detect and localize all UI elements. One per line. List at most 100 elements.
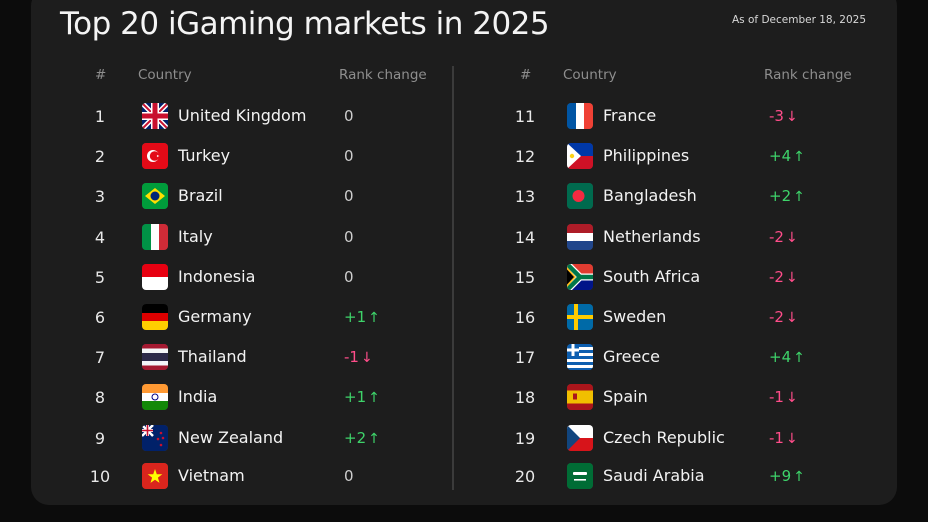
- country-name: New Zealand: [178, 427, 284, 447]
- rank-change: +1 ↑: [344, 388, 380, 406]
- header-change-left: Rank change: [339, 67, 427, 83]
- country-name: Philippines: [603, 146, 690, 166]
- header-rank-left: #: [95, 67, 107, 83]
- rank-change-value: +4: [769, 348, 792, 367]
- column-divider: [452, 66, 454, 490]
- flag-vn-icon: [142, 462, 168, 489]
- country-name: Indonesia: [178, 266, 256, 286]
- country-name: Brazil: [178, 186, 223, 206]
- rank-change: -2 ↓: [769, 268, 798, 286]
- rank-change-value: -2: [769, 227, 784, 246]
- rank-number: 15: [514, 267, 536, 287]
- country-name: Vietnam: [178, 465, 245, 485]
- rank-change-value: 0: [344, 466, 354, 485]
- rank-number: 12: [514, 147, 536, 167]
- arrow-up-icon: ↑: [368, 310, 380, 326]
- country-name: Bangladesh: [603, 186, 697, 206]
- flag-bd-icon: [567, 183, 593, 210]
- flag-br-icon: [142, 183, 168, 210]
- rank-number: 8: [94, 388, 106, 408]
- flag-es-icon: [567, 384, 593, 411]
- rank-number: 6: [94, 308, 106, 327]
- rank-number: 18: [514, 388, 536, 408]
- flag-gb-icon: [142, 103, 168, 129]
- rank-number: 17: [514, 348, 536, 368]
- arrow-up-icon: ↑: [368, 430, 380, 447]
- country-name: Italy: [178, 226, 213, 246]
- rank-change: -1 ↓: [769, 388, 798, 406]
- flag-tr-icon: [142, 143, 168, 170]
- rank-change: -3 ↓: [769, 107, 798, 125]
- rank-change: +1 ↑: [344, 308, 380, 326]
- rank-change: 0: [344, 187, 354, 205]
- flag-in-icon: [142, 384, 168, 411]
- rank-change: 0: [344, 107, 354, 125]
- country-name: Thailand: [178, 347, 247, 367]
- rank-change: 0: [344, 467, 354, 485]
- rank-number: 5: [94, 267, 106, 287]
- flag-cz-icon: [567, 424, 593, 451]
- flag-se-icon: [567, 304, 593, 330]
- rank-number: 10: [89, 466, 111, 486]
- flag-th-icon: [142, 344, 168, 371]
- flag-sa-icon: [567, 462, 593, 489]
- chart-title: Top 20 iGaming markets in 2025: [60, 6, 550, 42]
- flag-ph-icon: [567, 143, 593, 170]
- rank-change-value: 0: [344, 267, 354, 286]
- header-change-right: Rank change: [764, 67, 852, 83]
- flag-de-icon: [142, 304, 168, 330]
- rank-number: 19: [514, 428, 536, 448]
- flag-it-icon: [142, 223, 168, 250]
- rank-change: +9 ↑: [769, 467, 805, 485]
- as-of-date: As of December 18, 2025: [732, 14, 866, 26]
- country-name: Spain: [603, 387, 648, 407]
- rank-change-value: -2: [769, 267, 784, 286]
- rank-number: 1: [94, 107, 106, 126]
- rank-change: 0: [344, 147, 354, 165]
- rank-change-value: -2: [769, 308, 784, 326]
- arrow-up-icon: ↑: [793, 468, 805, 485]
- rank-change-value: 0: [344, 227, 354, 246]
- country-name: Saudi Arabia: [603, 465, 705, 485]
- rank-change-value: +1: [344, 388, 367, 407]
- rank-change-value: -3: [769, 107, 784, 125]
- flag-nz-icon: [142, 424, 168, 451]
- arrow-down-icon: ↓: [785, 390, 798, 407]
- arrow-down-icon: ↓: [785, 229, 798, 246]
- arrow-down-icon: ↓: [360, 350, 373, 367]
- arrow-down-icon: ↓: [785, 269, 798, 286]
- rank-number: 4: [94, 227, 106, 247]
- arrow-up-icon: ↑: [793, 189, 805, 206]
- rank-change-value: +1: [344, 308, 367, 326]
- rank-change: +2 ↑: [344, 429, 380, 447]
- rank-change: +4 ↑: [769, 147, 805, 165]
- country-name: Greece: [603, 347, 660, 367]
- rank-number: 16: [514, 308, 536, 327]
- header-country-left: Country: [138, 67, 192, 83]
- arrow-down-icon: ↓: [785, 109, 798, 125]
- country-name: United Kingdom: [178, 106, 307, 125]
- rank-change-value: -1: [769, 388, 784, 407]
- rank-change-value: +2: [344, 428, 367, 447]
- arrow-up-icon: ↑: [793, 149, 805, 166]
- country-name: Turkey: [178, 146, 231, 166]
- flag-gr-icon: [567, 344, 593, 371]
- rank-change: -1 ↓: [344, 348, 373, 366]
- rank-change: +2 ↑: [769, 187, 805, 205]
- rank-change-value: +4: [769, 147, 792, 166]
- rank-change: -1 ↓: [769, 429, 798, 447]
- rank-change: 0: [344, 268, 354, 286]
- rank-number: 20: [514, 466, 536, 486]
- rank-change-value: +2: [769, 187, 792, 206]
- country-name: India: [178, 387, 218, 407]
- flag-za-icon: [567, 263, 593, 290]
- country-name: Sweden: [603, 307, 667, 326]
- country-name: South Africa: [603, 266, 701, 286]
- rank-change-value: +9: [769, 466, 792, 485]
- rank-number: 3: [94, 187, 106, 207]
- table-card: [31, 0, 897, 505]
- rank-change: 0: [344, 228, 354, 246]
- flag-nl-icon: [567, 223, 593, 250]
- rank-number: 7: [94, 348, 106, 368]
- arrow-up-icon: ↑: [368, 390, 380, 407]
